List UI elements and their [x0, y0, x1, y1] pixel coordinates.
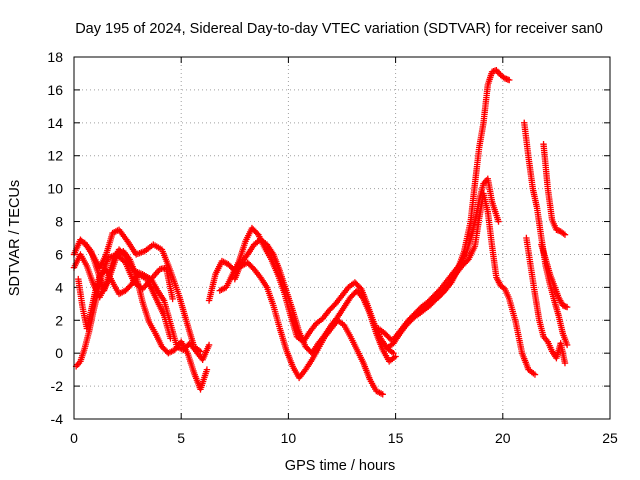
axis-ticks: [73, 56, 611, 420]
y-tick-label: 14: [47, 115, 63, 131]
chart-title: Day 195 of 2024, Sidereal Day-to-day VTE…: [75, 21, 603, 37]
x-axis-label: GPS time / hours: [285, 458, 395, 474]
grid: [74, 57, 610, 419]
data-point: [379, 391, 386, 398]
data-point: [563, 303, 571, 311]
series-track-9: [375, 190, 539, 378]
data-point: [197, 348, 204, 355]
data-markers: [70, 66, 571, 398]
series-track-8: [231, 236, 399, 365]
y-tick-labels: -4 -2 0 2 4 6 8 10 12 14 16 18: [47, 49, 63, 427]
y-axis-label: SDTVAR / TECUs: [7, 180, 23, 296]
data-point: [506, 76, 513, 84]
y-tick-label: 0: [55, 345, 63, 361]
y-tick-label: 18: [47, 49, 63, 65]
data-point: [203, 366, 211, 373]
y-tick-label: 10: [47, 181, 63, 197]
data-point: [561, 231, 569, 238]
data-point: [495, 218, 502, 225]
x-tick-labels: 0 5 10 15 20 25: [70, 430, 618, 446]
series-track-15: [538, 241, 571, 311]
data-point: [563, 341, 571, 349]
data-point: [120, 258, 128, 265]
x-tick-label: 10: [281, 430, 297, 446]
series-track-14: [523, 234, 569, 367]
x-tick-label: 5: [177, 430, 185, 446]
x-tick-label: 20: [495, 430, 511, 446]
y-tick-label: -4: [51, 411, 64, 427]
y-tick-label: -2: [51, 378, 64, 394]
x-tick-label: 0: [70, 430, 78, 446]
data-point: [169, 295, 176, 303]
data-point: [560, 230, 567, 237]
x-tick-label: 15: [388, 430, 404, 446]
data-point: [392, 353, 399, 360]
y-tick-label: 8: [55, 214, 63, 230]
data-point: [531, 371, 539, 378]
data-point: [167, 335, 174, 342]
data-point: [561, 359, 569, 367]
y-tick-label: 16: [47, 82, 63, 98]
plot-frame: [73, 56, 611, 420]
x-tick-label: 25: [602, 430, 618, 446]
y-tick-label: 4: [55, 279, 63, 295]
y-tick-label: 6: [55, 246, 63, 262]
series-track-11: [392, 175, 502, 340]
series-track-13: [540, 141, 569, 238]
series-track-10: [383, 66, 513, 352]
series-track-7: [216, 224, 397, 357]
data-point: [205, 341, 213, 349]
series-track-5: [75, 266, 174, 342]
y-tick-label: 2: [55, 312, 63, 328]
y-tick-label: 12: [47, 148, 63, 164]
